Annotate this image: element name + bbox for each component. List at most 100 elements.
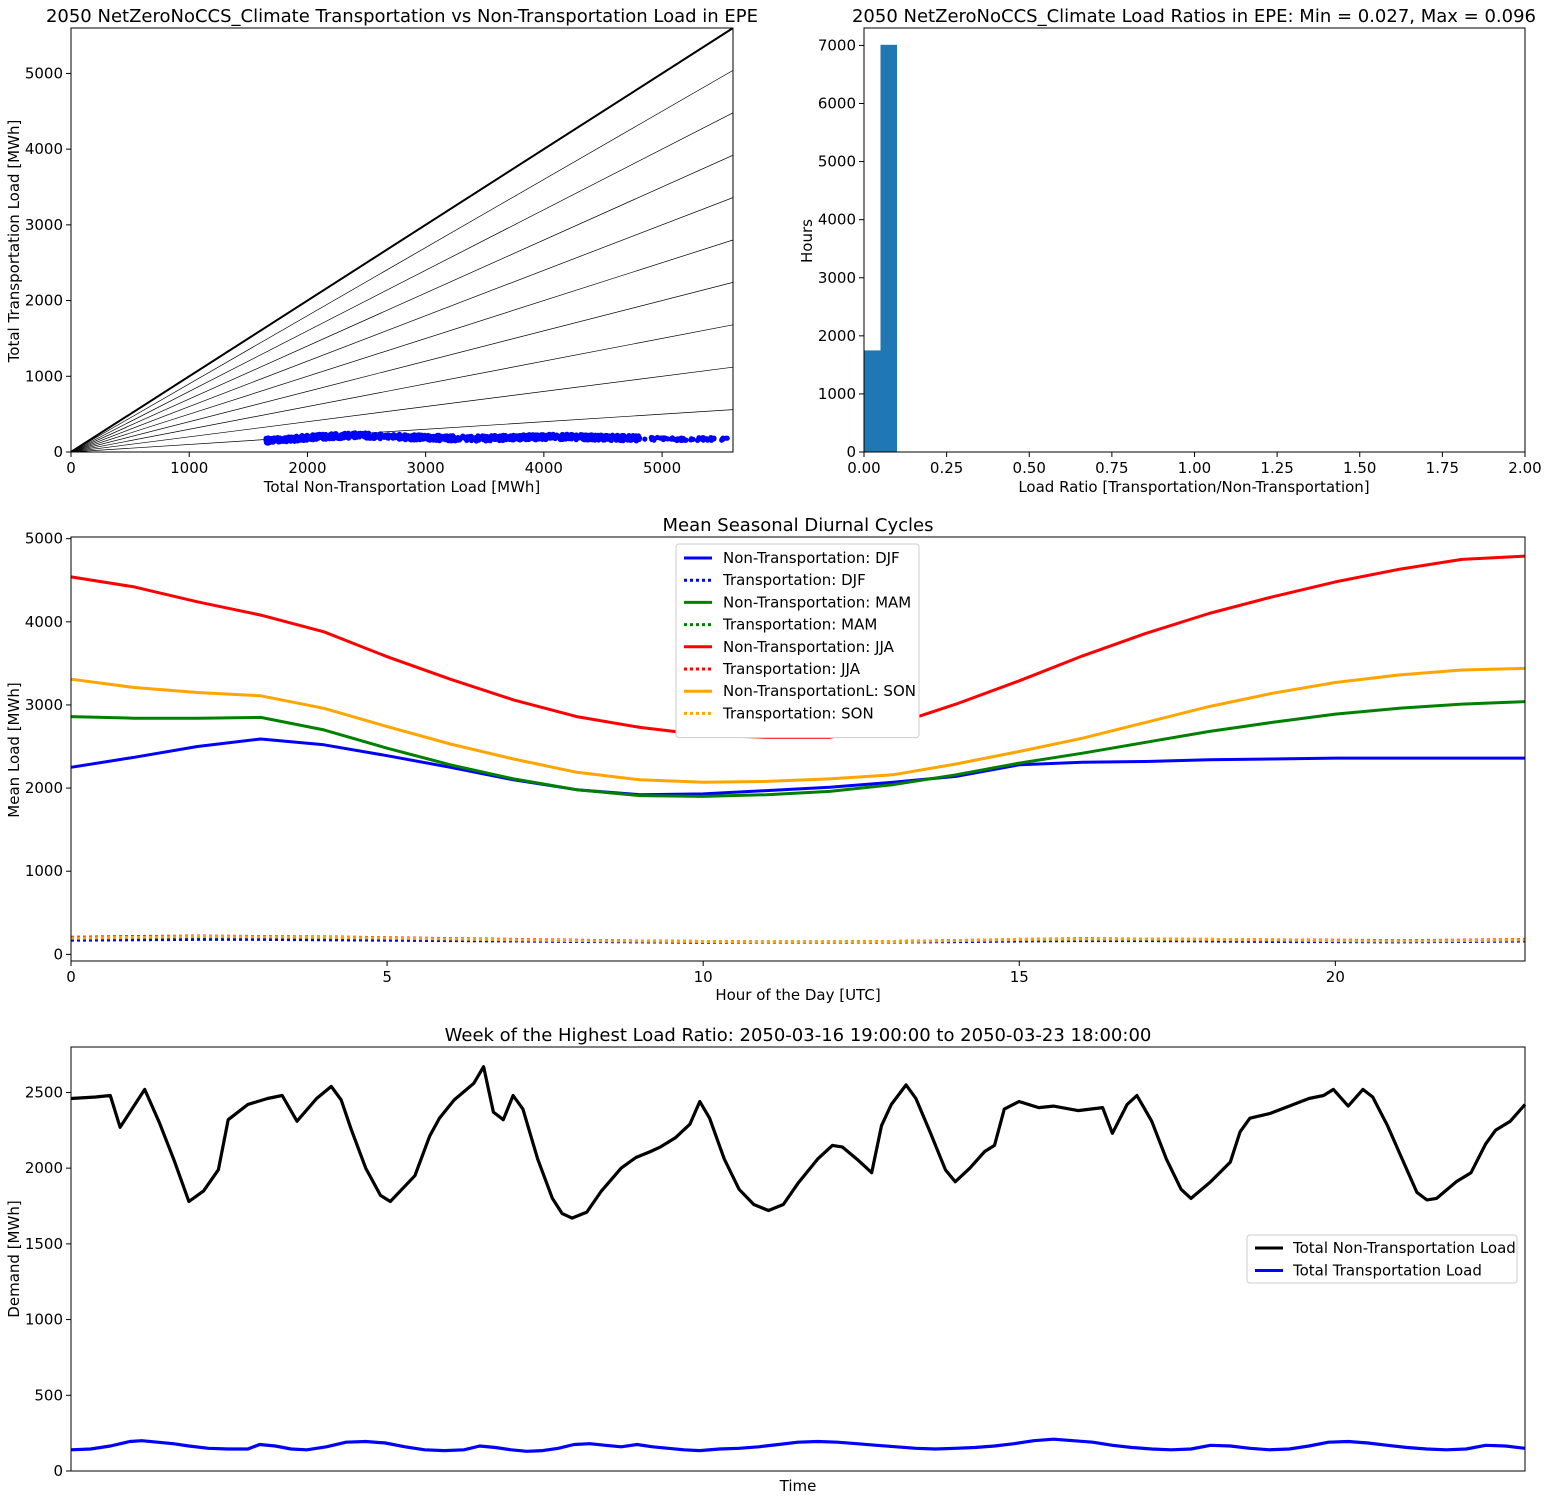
reference-ratio-line [71, 197, 733, 452]
histogram-ytick-label: 2000 [818, 327, 856, 345]
scatter-ytick-label: 0 [53, 443, 63, 461]
histogram-ytick-label: 0 [846, 443, 856, 461]
reference-ratio-line [71, 282, 733, 452]
scatter-point [549, 434, 556, 440]
histogram-bar [880, 44, 897, 453]
scatter-point [335, 435, 341, 441]
scatter-point [442, 434, 448, 440]
scatter-point [366, 431, 372, 437]
scatter-xtick-label: 2000 [288, 459, 326, 477]
scatter-point [263, 437, 269, 443]
diurnal-legend-label: Non-Transportation: JJA [723, 638, 895, 656]
scatter-point [522, 434, 529, 440]
histogram-title: 2050 NetZeroNoCCS_Climate Load Ratios in… [852, 6, 1536, 27]
histogram-ytick-label: 5000 [818, 153, 856, 171]
scatter-clip-group [71, 28, 733, 452]
week-panel: Week of the Highest Load Ratio: 2050-03-… [5, 1025, 1527, 1495]
scatter-point [700, 437, 706, 443]
diurnal-panel: Mean Seasonal Diurnal Cycles 0 5 10 15 20 0 10… [5, 515, 1526, 1004]
scatter-point [491, 436, 497, 442]
week-ytick-label: 500 [34, 1386, 63, 1404]
scatter-plot-area: 0 1000 2000 3000 4000 5000 0 1000 2000 3000 4000 50… [25, 27, 734, 477]
scatter-point [419, 436, 425, 442]
diurnal-legend-label: Transportation: SON [722, 704, 874, 722]
scatter-point [616, 433, 622, 439]
scatter-point [435, 433, 441, 439]
scatter-point [516, 433, 523, 439]
scatter-point [724, 435, 730, 441]
diurnal-series-line [70, 935, 1526, 944]
scatter-point [568, 435, 574, 441]
scatter-point [668, 436, 675, 442]
week-legend-box [1246, 1234, 1518, 1284]
scatter-point [642, 436, 648, 442]
histogram-xlabel: Load Ratio [Transportation/Non-Transport… [1018, 478, 1369, 496]
week-ytick-label: 0 [53, 1462, 63, 1480]
histogram-ylabel: Hours [798, 219, 816, 263]
histogram-panel: 2050 NetZeroNoCCS_Climate Load Ratios in… [798, 6, 1542, 496]
scatter-point [674, 436, 681, 442]
scatter-point [711, 436, 717, 442]
diurnal-ytick-label: 4000 [25, 613, 63, 631]
scatter-point [582, 436, 588, 443]
reference-ratio-line [71, 409, 733, 452]
histogram-ytick-label: 6000 [818, 95, 856, 113]
scatter-point [574, 433, 580, 439]
scatter-ytick-label: 2000 [25, 292, 63, 310]
scatter-point [530, 432, 536, 438]
diurnal-legend-label: Non-Transportation: MAM [723, 593, 911, 611]
scatter-point [308, 433, 314, 439]
reference-ratio-line [71, 28, 733, 452]
scatter-point [630, 434, 636, 440]
diurnal-legend-label: Non-TransportationL: SON [723, 682, 916, 700]
reference-ratio-line [71, 324, 733, 452]
scatter-ylabel: Total Transportation Load [MWh] [5, 120, 23, 364]
week-legend: Total Non-Transportation Load Total Trans… [1246, 1234, 1518, 1284]
histogram-xtick-label: 1.25 [1260, 459, 1293, 477]
week-xlabel: Time [779, 1477, 817, 1495]
scatter-point [680, 435, 686, 442]
week-ytick-label: 2000 [25, 1159, 63, 1177]
scatter-point [578, 432, 584, 438]
scatter-point [540, 436, 546, 442]
scatter-point [544, 433, 550, 439]
diurnal-xlabel: Hour of the Day [UTC] [715, 986, 880, 1004]
scatter-ytick-label: 3000 [25, 216, 63, 234]
scatter-ytick-label: 4000 [25, 140, 63, 158]
diurnal-legend-box [675, 543, 920, 739]
scatter-point [385, 435, 392, 441]
diurnal-title: Mean Seasonal Diurnal Cycles [663, 515, 934, 536]
diurnal-ytick-label: 1000 [25, 862, 63, 880]
scatter-point [497, 434, 503, 440]
histogram-xtick-label: 0.75 [1095, 459, 1128, 477]
histogram-ytick-label: 7000 [818, 36, 856, 54]
scatter-point [295, 436, 301, 442]
diurnal-series-line [70, 700, 1526, 798]
scatter-point [688, 437, 694, 443]
week-axes-frame [70, 1046, 1526, 1472]
scatter-xtick-label: 0 [66, 459, 76, 477]
histogram-bar [864, 350, 881, 452]
scatter-point [365, 435, 371, 441]
week-title: Week of the Highest Load Ratio: 2050-03-… [445, 1025, 1152, 1046]
week-series-line [70, 1065, 1527, 1220]
scatter-ytick-label: 1000 [25, 367, 63, 385]
scatter-point [288, 436, 294, 442]
histogram-xtick-label: 1.75 [1426, 459, 1459, 477]
histogram-xtick-label: 1.00 [1178, 459, 1211, 477]
scatter-point [665, 436, 671, 442]
scatter-point [377, 434, 383, 440]
scatter-point [502, 432, 508, 439]
histogram-xtick-label: 0.25 [930, 459, 963, 477]
scatter-point [720, 435, 726, 441]
scatter-point [478, 436, 484, 442]
scatter-point [324, 434, 330, 440]
scatter-point [448, 434, 454, 441]
histogram-xtick-label: 2.00 [1508, 459, 1541, 477]
diurnal-xtick-label: 0 [66, 968, 76, 986]
scatter-point [648, 434, 654, 441]
scatter-ytick-label: 5000 [25, 64, 63, 82]
scatter-point [636, 436, 642, 442]
histogram-ytick-label: 4000 [818, 211, 856, 229]
